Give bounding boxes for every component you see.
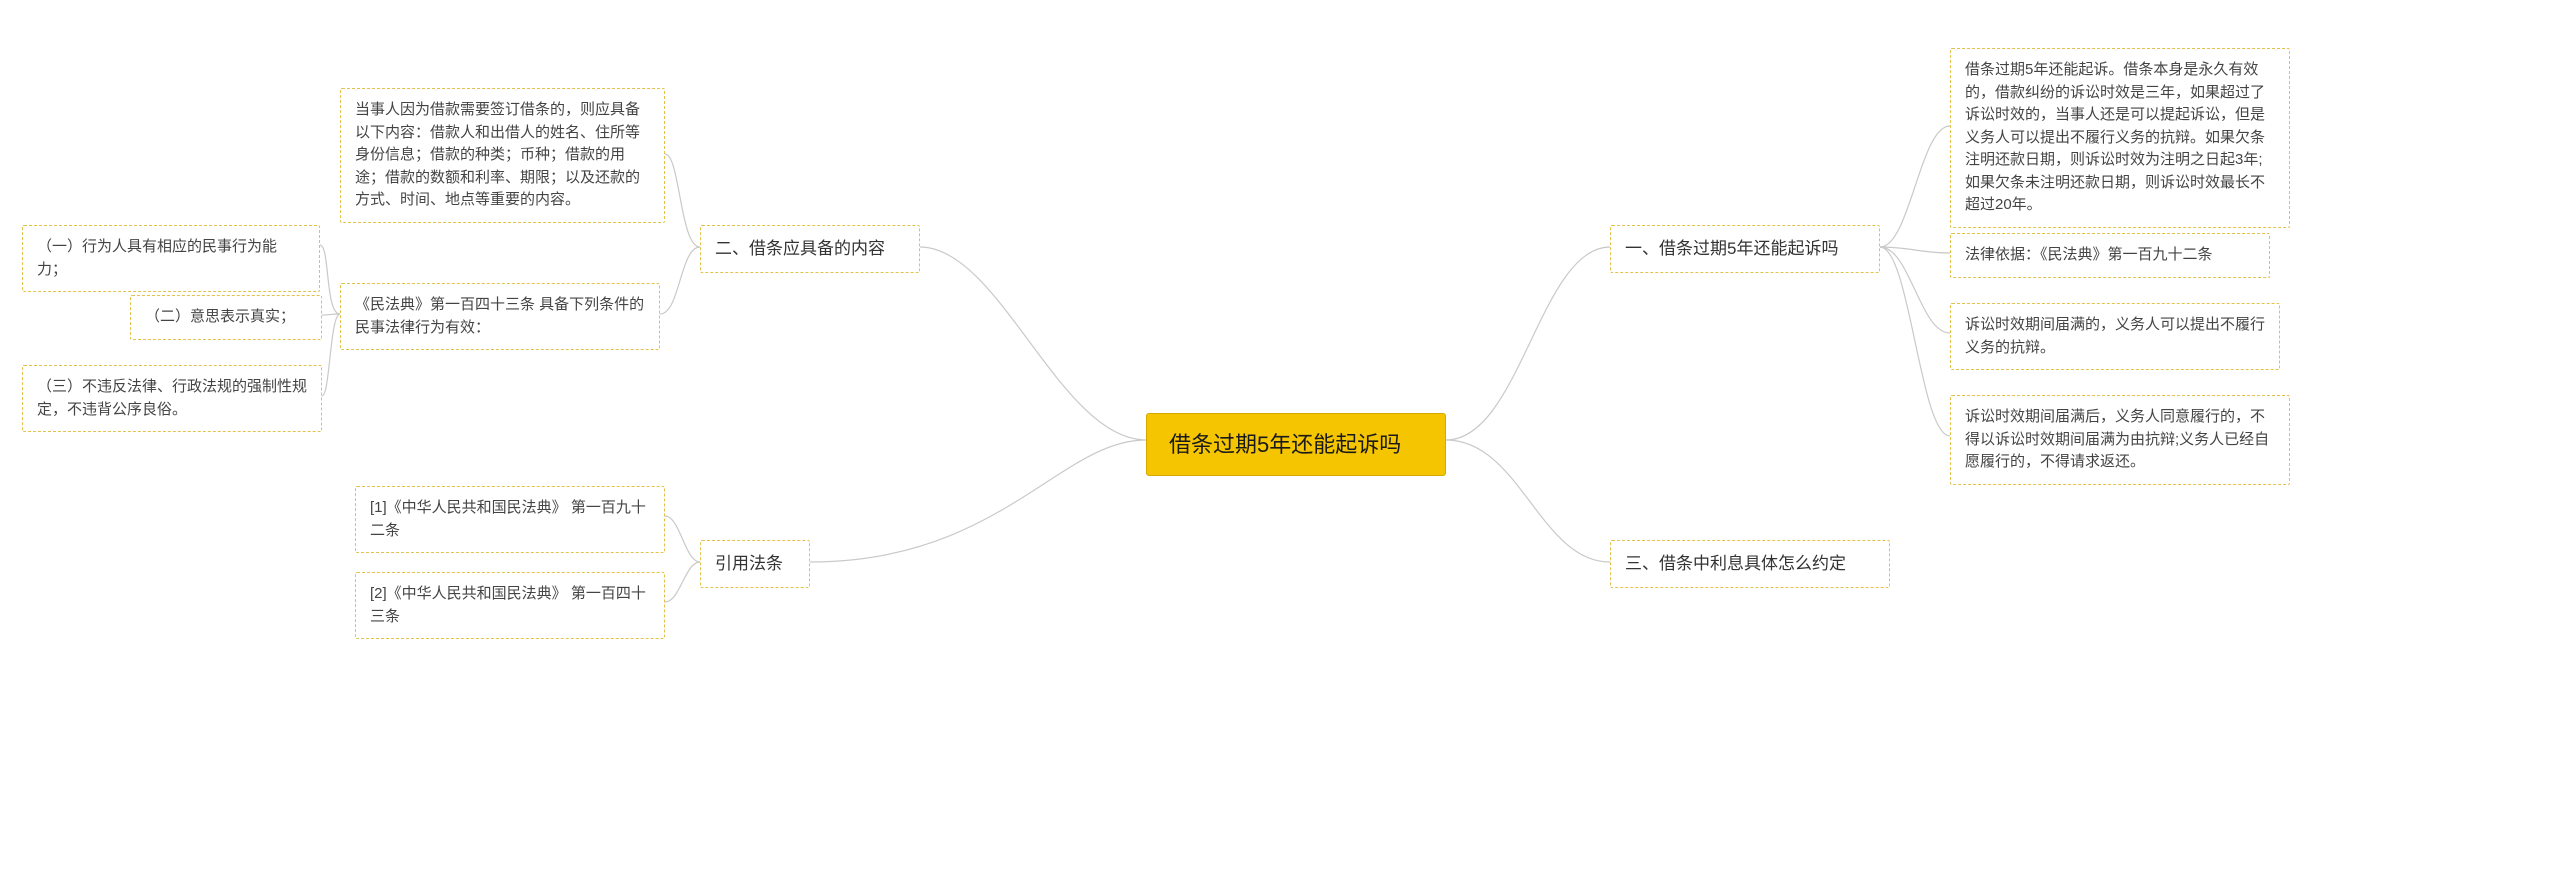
branch-right-2[interactable]: 三、借条中利息具体怎么约定 xyxy=(1610,540,1890,588)
leaf-r1b[interactable]: 法律依据：《民法典》第一百九十二条 xyxy=(1950,233,2270,278)
leaf-l2b[interactable]: [2]《中华人民共和国民法典》 第一百四十三条 xyxy=(355,572,665,639)
leaf-r1d[interactable]: 诉讼时效期间届满后，义务人同意履行的，不得以诉讼时效期间届满为由抗辩;义务人已经… xyxy=(1950,395,2290,485)
leaf-r1c[interactable]: 诉讼时效期间届满的，义务人可以提出不履行义务的抗辩。 xyxy=(1950,303,2280,370)
branch-left-2[interactable]: 引用法条 xyxy=(700,540,810,588)
branch-right-1[interactable]: 一、借条过期5年还能起诉吗 xyxy=(1610,225,1880,273)
branch-left-1[interactable]: 二、借条应具备的内容 xyxy=(700,225,920,273)
leaf-l2a[interactable]: [1]《中华人民共和国民法典》 第一百九十二条 xyxy=(355,486,665,553)
leaf-l1b[interactable]: 《民法典》第一百四十三条 具备下列条件的民事法律行为有效： xyxy=(340,283,660,350)
leaf-l1a[interactable]: 当事人因为借款需要签订借条的，则应具备以下内容：借款人和出借人的姓名、住所等身份… xyxy=(340,88,665,223)
leaf-l1b2[interactable]: （二）意思表示真实； xyxy=(130,295,322,340)
leaf-r1a[interactable]: 借条过期5年还能起诉。借条本身是永久有效的，借款纠纷的诉讼时效是三年，如果超过了… xyxy=(1950,48,2290,228)
leaf-l1b3[interactable]: （三）不违反法律、行政法规的强制性规定，不违背公序良俗。 xyxy=(22,365,322,432)
root-node[interactable]: 借条过期5年还能起诉吗 xyxy=(1146,413,1446,476)
mindmap-canvas: 借条过期5年还能起诉吗 一、借条过期5年还能起诉吗 借条过期5年还能起诉。借条本… xyxy=(0,0,2560,883)
leaf-l1b1[interactable]: （一）行为人具有相应的民事行为能力； xyxy=(22,225,320,292)
